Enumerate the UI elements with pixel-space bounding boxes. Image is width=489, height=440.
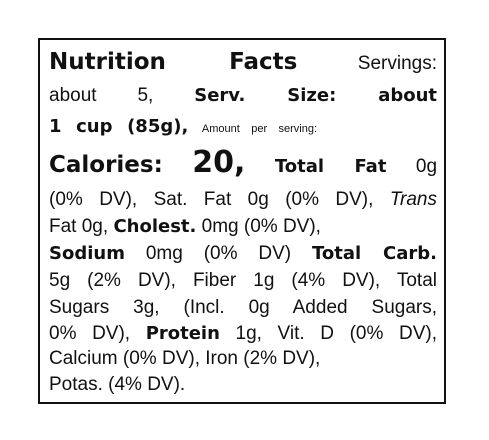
label-line: Sodium 0mg (0% DV) Total Carb.: [49, 242, 437, 266]
label-text: Servings:: [357, 53, 437, 74]
label-text: 0% DV),: [49, 323, 131, 344]
label-text: about 5,: [49, 85, 154, 106]
label-text: 0mg (0% DV): [145, 243, 292, 264]
label-line: 0% DV), Protein 1g, Vit. D (0% DV),: [49, 322, 437, 346]
label-text: Fat 0g,: [49, 216, 109, 237]
label-text: Total Fat: [274, 156, 387, 177]
label-text: Calcium (0% DV), Iron (2% DV),: [49, 348, 321, 369]
label-text: 1 cup (85g),: [49, 116, 189, 137]
label-line: 1 cup (85g), Amount per serving:: [49, 115, 437, 141]
label-text: Total Carb.: [312, 243, 438, 264]
label-text: 0mg (0% DV),: [201, 216, 321, 237]
label-text: 5g (2% DV), Fiber 1g (4% DV), Total: [49, 270, 437, 291]
label-text: 0g: [415, 156, 438, 177]
label-line: (0% DV), Sat. Fat 0g (0% DV), Trans: [49, 188, 437, 212]
label-text: Amount per serving:: [201, 123, 318, 135]
label-text: (0% DV), Sat. Fat 0g (0% DV),: [49, 189, 374, 210]
label-text: Trans: [389, 189, 438, 210]
label-line: about 5, Serv. Size: about: [49, 84, 437, 108]
label-text: Sodium: [49, 243, 125, 264]
label-text: Cholest.: [113, 216, 197, 237]
nutrition-label: Nutrition Facts Servings: about 5, Serv.…: [38, 38, 446, 404]
label-line: Sugars 3g, (Incl. 0g Added Sugars,: [49, 296, 437, 320]
label-line: Nutrition Facts Servings:: [49, 50, 437, 76]
label-line: Calories: 20, Total Fat 0g: [49, 146, 437, 184]
label-text: Sugars 3g, (Incl. 0g Added Sugars,: [49, 297, 437, 318]
label-text: Calories:: [49, 152, 163, 178]
label-line: Calcium (0% DV), Iron (2% DV),: [49, 347, 437, 371]
label-line: Fat 0g, Cholest. 0mg (0% DV),: [49, 215, 437, 239]
label-text: Serv. Size: about: [194, 85, 438, 106]
label-line: Potas. (4% DV).: [49, 373, 437, 397]
label-text: Protein: [145, 323, 220, 344]
label-text: 1g, Vit. D (0% DV),: [235, 323, 437, 344]
label-text: 20,: [192, 145, 246, 180]
label-title: Nutrition Facts: [49, 49, 298, 75]
label-text: Potas. (4% DV).: [49, 374, 186, 395]
label-line: 5g (2% DV), Fiber 1g (4% DV), Total: [49, 269, 437, 293]
